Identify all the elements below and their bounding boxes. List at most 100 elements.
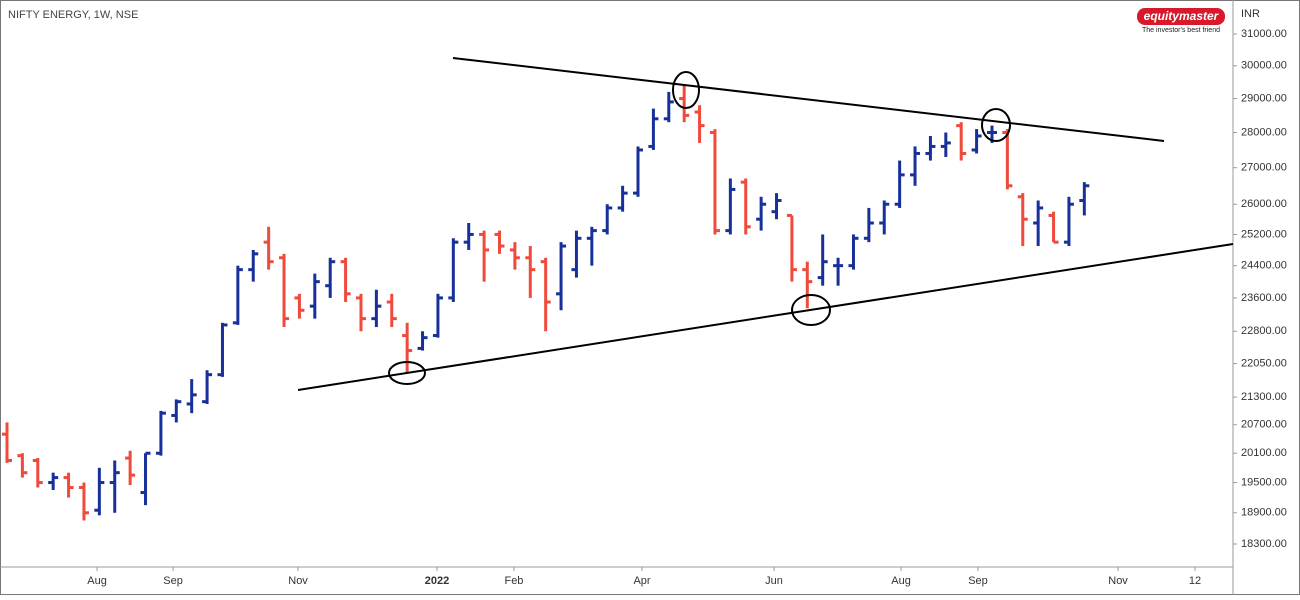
- circle-marker: [981, 108, 1011, 142]
- ohlc-bar: [509, 242, 520, 270]
- ohlc-bar: [694, 105, 705, 143]
- ohlc-bar: [602, 204, 613, 235]
- ohlc-bar: [586, 226, 597, 266]
- ohlc-bar: [109, 460, 120, 513]
- ohlc-bar: [910, 146, 921, 186]
- ohlc-bar: [140, 451, 151, 506]
- ohlc-bar: [463, 222, 474, 250]
- ohlc-bar: [125, 450, 136, 486]
- ohlc-bar: [1063, 196, 1074, 247]
- y-tick-label: 19500.00: [1241, 476, 1287, 488]
- circle-marker: [672, 71, 700, 109]
- ohlc-bar: [648, 108, 659, 150]
- ohlc-bar: [232, 265, 243, 325]
- ohlc-bar: [279, 253, 290, 328]
- ohlc-bar: [2, 422, 13, 463]
- y-tick-label: 25200.00: [1241, 228, 1287, 240]
- ohlc-bar: [386, 293, 397, 328]
- ohlc-bar: [171, 399, 182, 423]
- y-tick-label: 22800.00: [1241, 325, 1287, 337]
- ohlc-bar: [17, 453, 28, 478]
- ohlc-bar: [956, 122, 967, 161]
- ohlc-bar: [848, 234, 859, 270]
- resistance-line: [452, 57, 1165, 142]
- ohlc-bar: [633, 146, 644, 197]
- x-tick-label: Sep: [968, 575, 988, 587]
- y-tick-label: 31000.00: [1241, 28, 1287, 40]
- ohlc-bar: [1033, 200, 1044, 247]
- annotations: [297, 57, 1234, 391]
- y-tick-label: 30000.00: [1241, 60, 1287, 72]
- price-bars: [2, 85, 1090, 521]
- x-tick-label: Apr: [633, 575, 650, 587]
- ohlc-bar: [294, 293, 305, 319]
- ohlc-bar: [263, 226, 274, 270]
- ohlc-bar: [771, 193, 782, 220]
- ohlc-bar: [479, 230, 490, 282]
- support-line: [297, 243, 1234, 391]
- ohlc-bar: [1002, 129, 1013, 190]
- logo-badge: [1137, 8, 1225, 25]
- ohlc-bar: [725, 178, 736, 235]
- ohlc-bar: [879, 200, 890, 235]
- logo-tagline: The investor's best friend: [1142, 27, 1220, 34]
- ohlc-bar: [78, 482, 89, 521]
- circle-marker: [388, 361, 426, 385]
- ohlc-bar: [617, 185, 628, 212]
- ohlc-bar: [556, 242, 567, 311]
- y-tick-label: 29000.00: [1241, 92, 1287, 104]
- y-tick-label: 23600.00: [1241, 292, 1287, 304]
- ohlc-bar: [402, 322, 413, 373]
- x-tick-label: Aug: [87, 575, 107, 587]
- ohlc-bar: [494, 230, 505, 254]
- ohlc-bar: [894, 160, 905, 208]
- ohlc-bar: [32, 458, 43, 488]
- y-tick-label: 20100.00: [1241, 447, 1287, 459]
- ohlc-bar: [1079, 182, 1090, 216]
- ohlc-bar: [448, 238, 459, 303]
- ohlc-bar: [802, 261, 813, 309]
- ohlc-bar: [756, 196, 767, 231]
- y-axis-label: INR: [1241, 8, 1260, 20]
- ohlc-bar: [863, 207, 874, 243]
- ohlc-bar: [202, 370, 213, 404]
- ohlc-bar: [525, 246, 536, 298]
- ohlc-bar: [740, 178, 751, 235]
- y-tick-label: 27000.00: [1241, 162, 1287, 174]
- ohlc-bar: [663, 91, 674, 123]
- ohlc-bar: [571, 230, 582, 278]
- x-tick-label: 12: [1189, 575, 1201, 587]
- ohlc-bar: [1048, 211, 1059, 244]
- ohlc-bar: [325, 257, 336, 298]
- ohlc-bar: [217, 322, 228, 377]
- ohlc-bar: [340, 257, 351, 303]
- y-tick-label: 22050.00: [1241, 358, 1287, 370]
- ohlc-bar: [355, 293, 366, 332]
- ohlc-bar: [817, 234, 828, 286]
- x-tick-label: Nov: [1108, 575, 1128, 587]
- x-tick-label: 2022: [425, 575, 449, 587]
- ohlc-bar: [971, 129, 982, 154]
- ohlc-bar: [48, 472, 59, 491]
- ohlc-bar: [417, 331, 428, 351]
- ohlc-bar: [679, 85, 690, 123]
- circle-marker: [791, 294, 831, 326]
- ohlc-bar: [155, 410, 166, 456]
- x-tick-label: Aug: [891, 575, 911, 587]
- ohlc-bar: [94, 467, 105, 516]
- ohlc-bar: [432, 293, 443, 338]
- ohlc-bar: [925, 135, 936, 161]
- y-tick-label: 24400.00: [1241, 260, 1287, 272]
- ohlc-bar: [186, 379, 197, 414]
- ohlc-bar: [540, 257, 551, 332]
- x-tick-label: Feb: [504, 575, 523, 587]
- ohlc-bar: [309, 273, 320, 319]
- y-tick-label: 21300.00: [1241, 391, 1287, 403]
- y-tick-label: 20700.00: [1241, 419, 1287, 431]
- y-tick-label: 18300.00: [1241, 538, 1287, 550]
- y-tick-label: 28000.00: [1241, 126, 1287, 138]
- ohlc-bar: [940, 132, 951, 158]
- ohlc-bar: [63, 472, 74, 498]
